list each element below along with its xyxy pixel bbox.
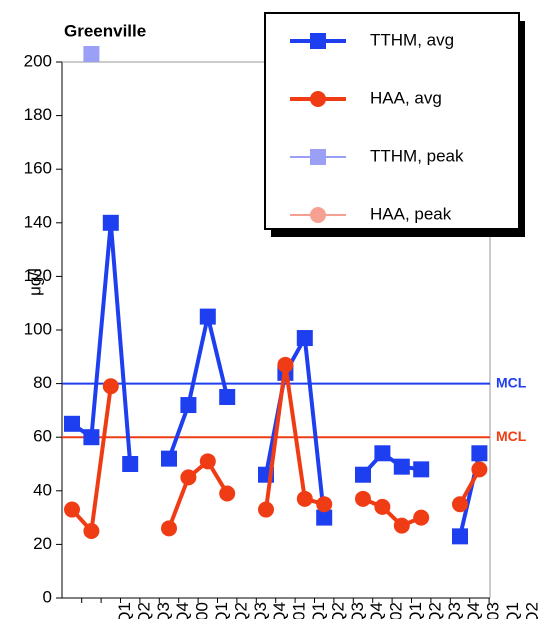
marker: [83, 429, 100, 446]
y-tick-label: 60: [33, 427, 52, 446]
series-line: [264, 364, 325, 510]
x-tick-label: Q3: [154, 602, 173, 619]
x-tick-label: Q2: [328, 602, 347, 619]
series-line: [167, 458, 229, 530]
x-tick-label: Q4: [270, 602, 289, 619]
marker: [296, 330, 313, 347]
x-tick-label: Q2: [231, 602, 250, 619]
marker: [316, 509, 333, 526]
x-tick-label: Q4: [464, 602, 483, 619]
legend-marker: [310, 91, 326, 107]
x-tick-label: 2002: [387, 602, 406, 619]
series-line: [167, 316, 230, 460]
marker: [161, 450, 177, 467]
marker: [452, 496, 468, 513]
marker: [393, 458, 410, 475]
x-tick-label: Q1: [503, 602, 522, 619]
legend-marker: [310, 207, 326, 223]
y-tick-label: 40: [33, 480, 52, 499]
x-tick-label: Q2: [425, 602, 444, 619]
marker: [413, 461, 430, 478]
marker: [83, 45, 100, 62]
marker: [199, 453, 216, 470]
x-tick-label: Q1: [309, 602, 328, 619]
y-tick-label: 120: [24, 266, 52, 285]
legend-label: HAA, avg: [370, 88, 442, 107]
marker: [102, 378, 119, 395]
marker: [296, 490, 313, 507]
marker: [199, 308, 216, 325]
marker: [355, 490, 371, 507]
x-tick-label: Q2: [134, 602, 153, 619]
legend-marker: [310, 33, 326, 49]
marker: [219, 485, 236, 502]
legend-marker: [310, 149, 326, 165]
legend-label: TTHM, peak: [370, 146, 464, 165]
marker: [413, 509, 430, 526]
marker: [64, 501, 80, 518]
y-tick-label: 100: [24, 319, 52, 338]
marker: [374, 498, 391, 515]
series-line: [361, 450, 422, 477]
marker: [316, 496, 333, 513]
reference-label: MCL: [496, 374, 527, 390]
x-tick-label: Q1: [406, 602, 425, 619]
y-tick-label: 200: [24, 51, 52, 70]
x-tick-label: Q4: [367, 602, 386, 619]
x-tick-label: Q3: [348, 602, 367, 619]
marker: [102, 214, 119, 231]
chart-title: Greenville: [64, 21, 146, 40]
legend: [264, 12, 520, 230]
marker: [471, 445, 488, 462]
marker: [83, 523, 100, 539]
x-tick-label: Q2: [522, 602, 538, 619]
marker: [258, 501, 274, 518]
marker: [355, 466, 371, 483]
series-line: [70, 222, 133, 465]
y-tick-label: 0: [43, 587, 52, 606]
x-tick-label: Q4: [173, 602, 192, 619]
marker: [122, 456, 139, 472]
marker: [277, 356, 294, 373]
x-tick-label: 2000: [193, 602, 212, 619]
marker: [64, 415, 80, 432]
y-tick-label: 160: [24, 159, 52, 178]
marker: [161, 520, 177, 537]
x-tick-label: 2001: [290, 602, 309, 619]
marker: [471, 461, 488, 478]
legend-label: TTHM, avg: [370, 30, 454, 49]
marker: [180, 469, 197, 486]
x-tick-label: Q3: [251, 602, 270, 619]
y-tick-label: 20: [33, 534, 52, 553]
reference-label: MCL: [496, 428, 527, 444]
marker: [180, 397, 197, 414]
x-tick-label: Q1: [115, 602, 134, 619]
x-tick-label: 2003: [484, 602, 503, 619]
x-tick-label: Q1: [212, 602, 231, 619]
marker: [393, 517, 410, 534]
marker: [219, 389, 236, 405]
y-tick-label: 80: [33, 373, 52, 392]
series-line: [362, 496, 422, 528]
y-axis-label: μg/l: [25, 268, 44, 296]
y-tick-label: 140: [24, 212, 52, 231]
marker: [374, 445, 391, 462]
marker: [452, 528, 468, 545]
legend-label: HAA, peak: [370, 204, 452, 223]
y-tick-label: 180: [24, 105, 52, 124]
x-tick-label: Q3: [445, 602, 464, 619]
